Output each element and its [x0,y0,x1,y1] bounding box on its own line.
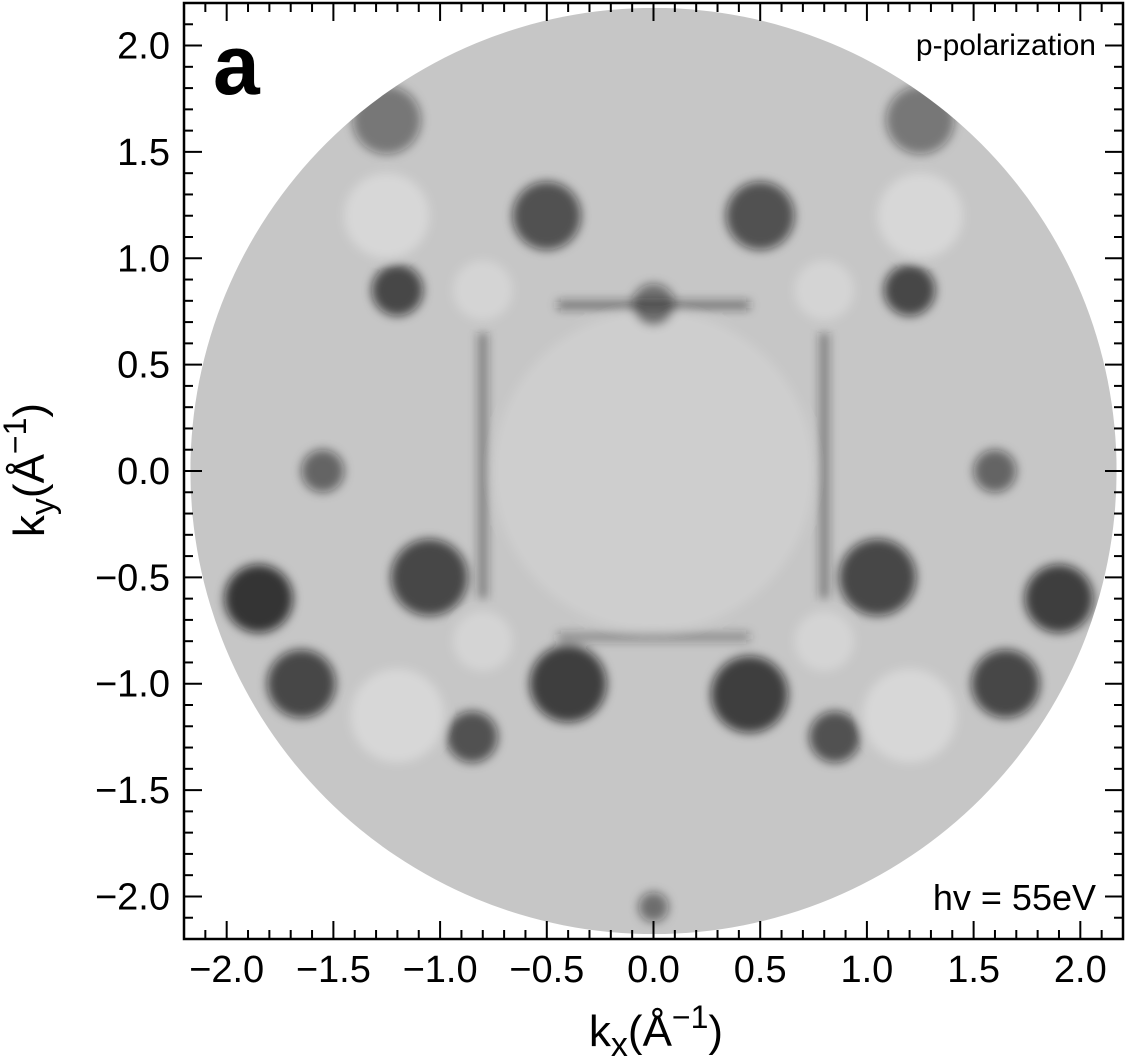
dark-feature-15 [391,538,468,616]
axis-ticks [183,2,1124,940]
bright-feature-0 [493,310,814,632]
plot-frame [182,1,1125,941]
x-tick-label: −0.5 [509,949,584,991]
dark-feature-26 [352,85,421,155]
polarization-label: p-polarization [916,29,1096,62]
dark-feature-18 [1024,564,1094,633]
x-tick-label: 0.0 [627,949,680,991]
x-axis-label: kx(Å−1) [589,999,723,1057]
dark-feature-13 [371,264,424,316]
bright-feature-5 [344,173,430,259]
x-tick-label: −2.0 [189,949,264,991]
x-tick-label: 1.0 [840,949,893,991]
dark-feature-19 [267,649,336,718]
dark-feature-20 [971,649,1040,718]
y-tick-label: 0.0 [117,451,170,493]
panel-label: a [213,18,261,112]
dark-feature-17 [224,564,293,633]
intensity-map [190,7,1117,935]
dark-feature-27 [886,85,955,155]
y-tick-label: 1.5 [117,132,170,174]
dark-feature-22 [809,711,861,763]
bright-feature-1 [452,260,513,321]
dark-feature-11 [529,645,607,723]
x-tick-label: 1.5 [947,949,1000,991]
dark-feature-14 [883,264,936,316]
dark-feature-23 [301,449,345,493]
y-tick-label: 1.0 [117,238,170,280]
dark-feature-12 [711,655,788,733]
dark-feature-9 [512,181,581,250]
y-tick-label: −1.0 [95,664,170,706]
tick-labels: −2.0 −1.5 −1.0 −0.5 0.0 0.5 1.0 1.5 2.0 2.0 1.5 1.0… [95,26,1107,991]
dark-feature-16 [839,538,916,616]
photon-energy-label: hv = 55eV [933,877,1096,918]
x-tick-label: −1.5 [296,949,371,991]
dark-feature-21 [446,711,498,763]
y-tick-label: −1.5 [95,770,170,812]
bright-feature-2 [794,260,855,321]
y-tick-label: −0.5 [95,557,170,599]
x-tick-label: 0.5 [734,949,787,991]
y-tick-label: 2.0 [117,26,170,68]
x-tick-label: −1.0 [403,949,478,991]
bright-feature-8 [862,668,957,763]
dark-feature-28 [638,892,669,923]
y-tick-label: −2.0 [95,876,170,918]
bright-feature-7 [350,668,445,763]
dark-feature-10 [726,181,795,250]
y-axis-label: ky(Å−1) [0,403,62,537]
bright-feature-3 [452,611,513,672]
bright-feature-4 [794,611,855,672]
y-tick-label: 0.5 [117,345,170,387]
intensity-features [224,85,1094,923]
dark-feature-24 [973,449,1017,493]
bright-feature-6 [877,173,963,259]
x-tick-label: 2.0 [1054,949,1107,991]
